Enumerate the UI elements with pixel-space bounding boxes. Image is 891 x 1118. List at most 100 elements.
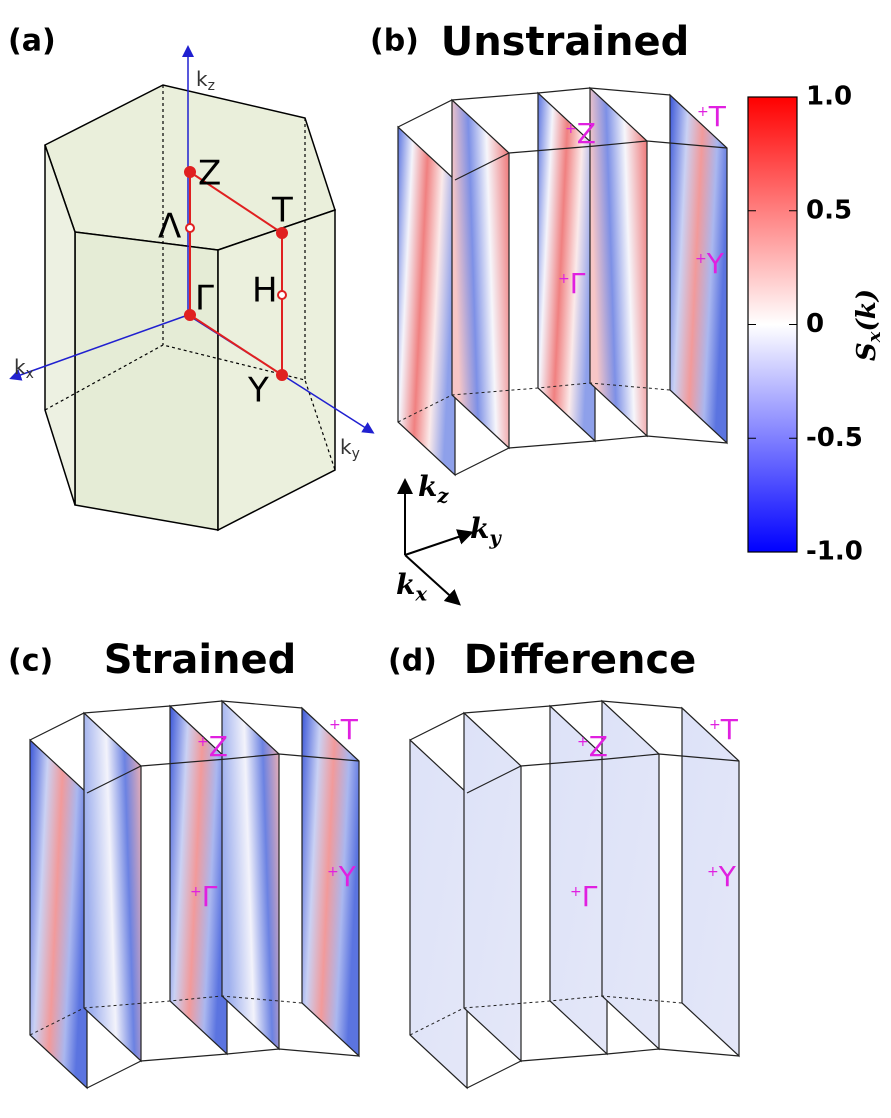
name: Y [338, 860, 357, 893]
panel-label: (b) [370, 24, 419, 59]
name: Γ [570, 267, 586, 300]
slice [397, 125, 456, 477]
outline [409, 700, 683, 741]
marker: + [709, 717, 721, 733]
subscript: x [864, 331, 885, 343]
point-label: Z [198, 154, 221, 194]
symbol: k [470, 512, 489, 545]
symbol: k [14, 355, 26, 379]
tick-label: 0 [806, 309, 824, 339]
point-label: +Z [565, 117, 596, 150]
colorbar [747, 96, 798, 553]
prism [397, 86, 728, 477]
name: T [340, 713, 359, 746]
panel-title: Unstrained [441, 19, 690, 65]
name: T [708, 100, 727, 133]
subscript: z [436, 484, 449, 507]
point-label: +Y [707, 860, 737, 893]
point-label: +Y [695, 247, 725, 280]
symbol: k [340, 435, 352, 459]
point-label: +Γ [570, 880, 598, 913]
name: Γ [582, 880, 598, 913]
tick-label: -0.5 [806, 423, 863, 453]
panel-title: Strained [104, 637, 297, 683]
point-label: +T [709, 713, 739, 746]
name: T [720, 713, 739, 746]
axes-triad [397, 478, 474, 606]
panel-title: Difference [464, 637, 697, 683]
prism [29, 699, 360, 1090]
point-label: H [252, 271, 278, 311]
point-label: +Γ [558, 267, 586, 300]
outline [86, 1048, 360, 1089]
outline [397, 382, 671, 423]
slice [601, 699, 660, 1051]
slice [221, 699, 280, 1051]
marker: + [577, 734, 589, 750]
axis-label: kz [196, 67, 215, 95]
panel-label: (c) [8, 644, 53, 679]
tick-label: 1.0 [806, 82, 852, 112]
marker: + [197, 734, 209, 750]
brillouin-zone [44, 84, 336, 532]
axis-label: ky [340, 435, 360, 463]
outline [397, 87, 671, 128]
outline [86, 753, 360, 794]
argument: (k) [852, 289, 882, 332]
slice [463, 711, 522, 1063]
point-label: Λ [158, 207, 181, 247]
point-label: Y [247, 371, 269, 411]
subscript: y [488, 526, 502, 549]
high-symmetry-points [184, 166, 288, 381]
symbol: S [852, 342, 882, 361]
name: Z [577, 117, 596, 150]
symbol: k [196, 67, 208, 91]
subscript: y [352, 446, 360, 462]
name: Z [209, 730, 228, 763]
slice [83, 711, 142, 1063]
panel-label: (a) [8, 24, 56, 59]
subscript: x [414, 582, 427, 605]
outline [454, 435, 728, 476]
axis-label: kx [14, 355, 34, 383]
axis-label: kx [396, 568, 427, 605]
point-label: +Z [577, 730, 608, 763]
outline [466, 753, 740, 794]
marker: + [327, 864, 339, 880]
tick-label: -1.0 [806, 537, 863, 567]
name: Y [718, 860, 737, 893]
outline [409, 995, 683, 1036]
point-label: +Z [197, 730, 228, 763]
outline [29, 700, 303, 741]
axis-arrow [404, 554, 461, 606]
symbol: k [418, 470, 437, 503]
outline [466, 1048, 740, 1089]
axis-arrow [404, 529, 474, 556]
outline [29, 995, 303, 1036]
point-label: +Y [327, 860, 357, 893]
name: Γ [202, 880, 218, 913]
marker: + [190, 884, 202, 900]
slice [589, 86, 648, 438]
name: Y [706, 247, 725, 280]
subscript: z [208, 78, 215, 94]
axis-label: kz [418, 470, 449, 507]
point-label: +T [697, 100, 727, 133]
slice [409, 738, 468, 1090]
axis-label: ky [470, 512, 502, 549]
colorbar-label: Sx(k) [852, 289, 885, 361]
tick-label: 0.5 [806, 195, 852, 225]
marker: + [570, 884, 582, 900]
symbol: k [396, 568, 415, 601]
panel-label: (d) [388, 644, 437, 679]
marker: + [695, 251, 707, 267]
slice [451, 98, 510, 450]
marker: + [329, 717, 341, 733]
marker: + [558, 271, 570, 287]
point-label: Γ [195, 279, 214, 319]
prism [409, 699, 740, 1090]
point-label: T [271, 191, 293, 231]
marker: + [707, 864, 719, 880]
